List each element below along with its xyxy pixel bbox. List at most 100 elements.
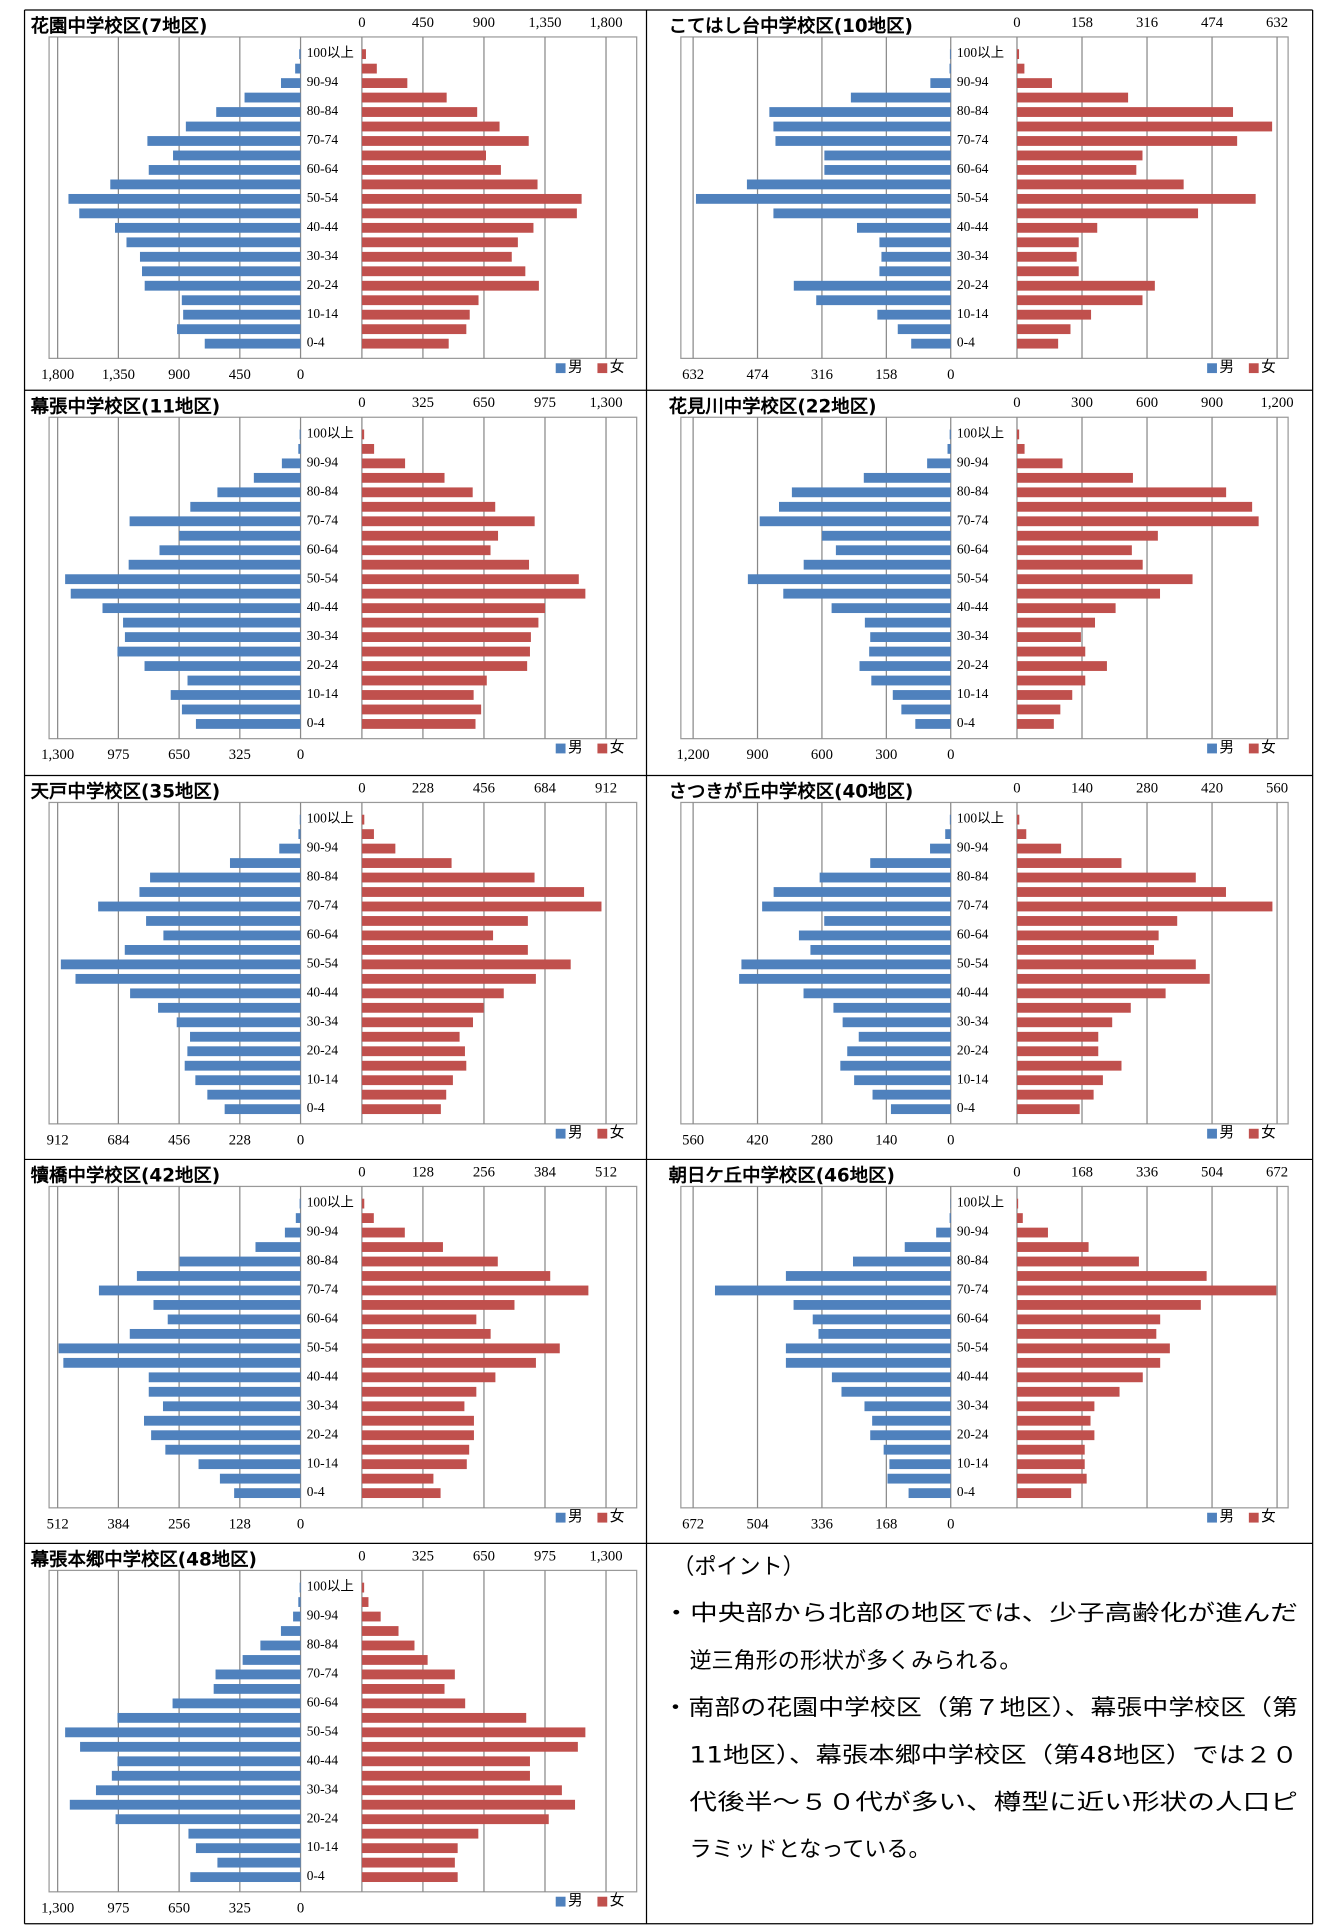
bar — [739, 973, 951, 984]
bar — [70, 588, 301, 599]
bar — [812, 1314, 951, 1325]
age-label: 10-14 — [307, 306, 339, 321]
bar — [824, 165, 951, 175]
bar — [927, 458, 951, 469]
x-tick-label: 228 — [229, 1132, 251, 1148]
table-border — [23, 9, 1314, 1925]
bar — [361, 487, 473, 498]
bar — [117, 1712, 301, 1723]
bar — [854, 1075, 951, 1086]
bar — [361, 1046, 465, 1057]
x2-tick-label: 512 — [595, 1164, 617, 1180]
bar — [361, 1328, 491, 1339]
bar — [299, 49, 301, 60]
bar — [295, 63, 301, 74]
age-label: 0-4 — [957, 335, 975, 350]
bar — [128, 559, 301, 570]
bar — [187, 675, 301, 686]
x-tick-label: 0 — [297, 747, 304, 763]
bar — [177, 324, 301, 335]
legend-swatch — [1207, 1128, 1217, 1139]
bar — [102, 603, 301, 614]
x-tick-label: 600 — [811, 747, 833, 763]
bar — [785, 1271, 951, 1281]
bar — [361, 814, 365, 825]
bar — [361, 858, 452, 868]
chart-title: 犢橋中学校区(42地区) — [31, 1165, 221, 1187]
bar — [1016, 1256, 1139, 1267]
age-label: 90-94 — [307, 1224, 339, 1239]
bar — [1016, 458, 1063, 469]
bar — [1016, 165, 1137, 175]
x2-tick-label: 325 — [412, 1548, 434, 1564]
bar — [831, 603, 951, 614]
bar — [887, 1473, 951, 1484]
legend-swatch — [1207, 743, 1217, 754]
bar — [361, 443, 375, 454]
x2-tick-label: 0 — [358, 1548, 365, 1564]
bar — [1016, 222, 1098, 233]
bar — [117, 646, 301, 657]
age-label: 100以上 — [307, 1579, 354, 1594]
x-tick-label: 336 — [811, 1516, 833, 1532]
bar — [1016, 324, 1071, 335]
age-label: 20-24 — [307, 1810, 339, 1825]
age-label: 100以上 — [307, 426, 354, 441]
age-label: 40-44 — [307, 1368, 339, 1383]
bar — [293, 1611, 301, 1622]
bar — [877, 309, 951, 320]
age-label: 100以上 — [957, 1195, 1004, 1210]
bar — [361, 1727, 586, 1738]
age-label: 40-44 — [307, 219, 339, 234]
bar — [840, 1060, 951, 1071]
age-label: 50-54 — [307, 190, 339, 205]
age-label: 40-44 — [957, 219, 989, 234]
bar — [1016, 251, 1077, 262]
bar — [195, 719, 301, 729]
bar — [869, 646, 951, 657]
bar — [361, 429, 365, 440]
bar — [162, 1401, 301, 1412]
age-label: 60-64 — [957, 541, 989, 556]
point-line: ・南部の花園中学校区（第７地区）、幕張中学校区（第 — [662, 1696, 1297, 1721]
bar — [870, 632, 951, 642]
bar — [298, 1597, 301, 1607]
bar — [1016, 501, 1253, 512]
age-label: 10-14 — [957, 686, 989, 701]
bar — [98, 1285, 301, 1296]
bar — [151, 1430, 301, 1441]
bar — [361, 1597, 369, 1607]
bar — [179, 530, 301, 541]
bar — [361, 1271, 551, 1281]
bar — [949, 49, 951, 60]
bar — [63, 1357, 301, 1368]
bar — [785, 1343, 951, 1354]
bar — [229, 858, 301, 868]
x-tick-label: 300 — [875, 747, 897, 763]
bar — [361, 150, 486, 161]
bar — [361, 1060, 467, 1071]
bar — [746, 179, 951, 190]
bar — [783, 588, 951, 599]
bar — [1016, 1430, 1095, 1441]
bar — [244, 92, 301, 103]
legend-label: 女 — [1261, 738, 1276, 756]
bar — [361, 1684, 445, 1694]
bar — [361, 338, 449, 349]
legend-swatch — [555, 743, 566, 754]
bar — [361, 1300, 515, 1310]
chart-title: 幕張本郷中学校区(48地区) — [30, 1549, 257, 1571]
bar — [361, 193, 582, 204]
bar — [361, 107, 478, 117]
chart-title: 花見川中学校区(22地区) — [669, 395, 877, 417]
age-label: 80-84 — [957, 1253, 989, 1268]
bar — [936, 1227, 951, 1238]
age-label: 20-24 — [957, 1042, 989, 1057]
legend-swatch — [597, 1896, 608, 1907]
bar — [1016, 516, 1259, 527]
age-label: 80-84 — [957, 483, 989, 498]
bar — [1016, 588, 1161, 599]
age-label: 30-34 — [957, 248, 989, 263]
age-label: 80-84 — [307, 103, 339, 118]
x2-tick-label: 912 — [595, 780, 617, 796]
